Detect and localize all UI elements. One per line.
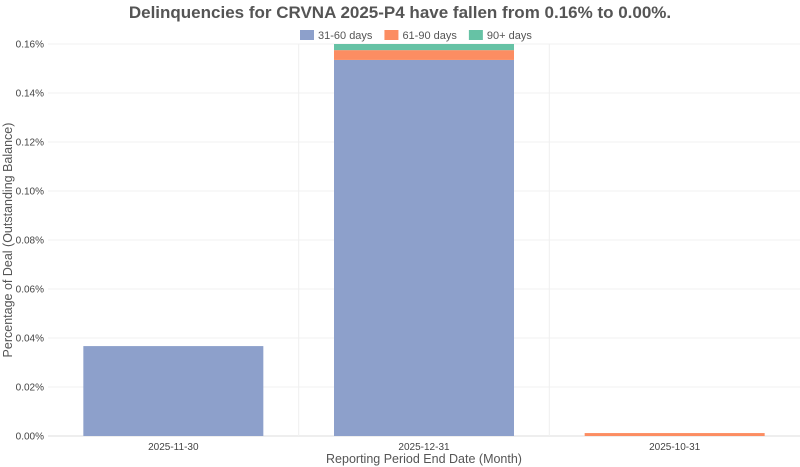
bar-90-days: [334, 44, 514, 51]
y-tick-label: 0.02%: [16, 383, 44, 394]
y-axis-label: Percentage of Deal (Outstanding Balance): [1, 123, 15, 358]
y-tick-label: 0.06%: [16, 285, 44, 296]
y-tick-label: 0.04%: [16, 334, 44, 345]
y-tick-label: 0.12%: [16, 138, 44, 149]
y-tick-label: 0.14%: [16, 89, 44, 100]
x-axis-label: Reporting Period End Date (Month): [326, 452, 522, 466]
legend-swatch: [468, 30, 483, 40]
legend-swatch: [384, 30, 399, 40]
y-tick-label: 0.16%: [16, 40, 44, 51]
bar-61-90-days: [584, 433, 765, 436]
y-tick-label: 0.00%: [16, 432, 44, 443]
bar-31-60-days: [83, 346, 264, 436]
bar-61-90-days: [334, 50, 514, 60]
legend-label: 31-60 days: [318, 30, 373, 42]
x-tick-label: 2025-11-30: [148, 442, 199, 453]
x-tick-label: 2025-12-31: [398, 442, 450, 453]
legend-swatch: [300, 30, 314, 40]
y-tick-label: 0.08%: [16, 236, 44, 247]
y-tick-label: 0.10%: [16, 187, 44, 198]
x-tick-label: 2025-10-31: [649, 442, 701, 453]
bar-31-60-days: [334, 59, 514, 437]
legend-label: 90+ days: [487, 30, 532, 42]
legend-label: 61-90 days: [402, 30, 457, 42]
chart-title: Delinquencies for CRVNA 2025-P4 have fal…: [129, 3, 671, 22]
